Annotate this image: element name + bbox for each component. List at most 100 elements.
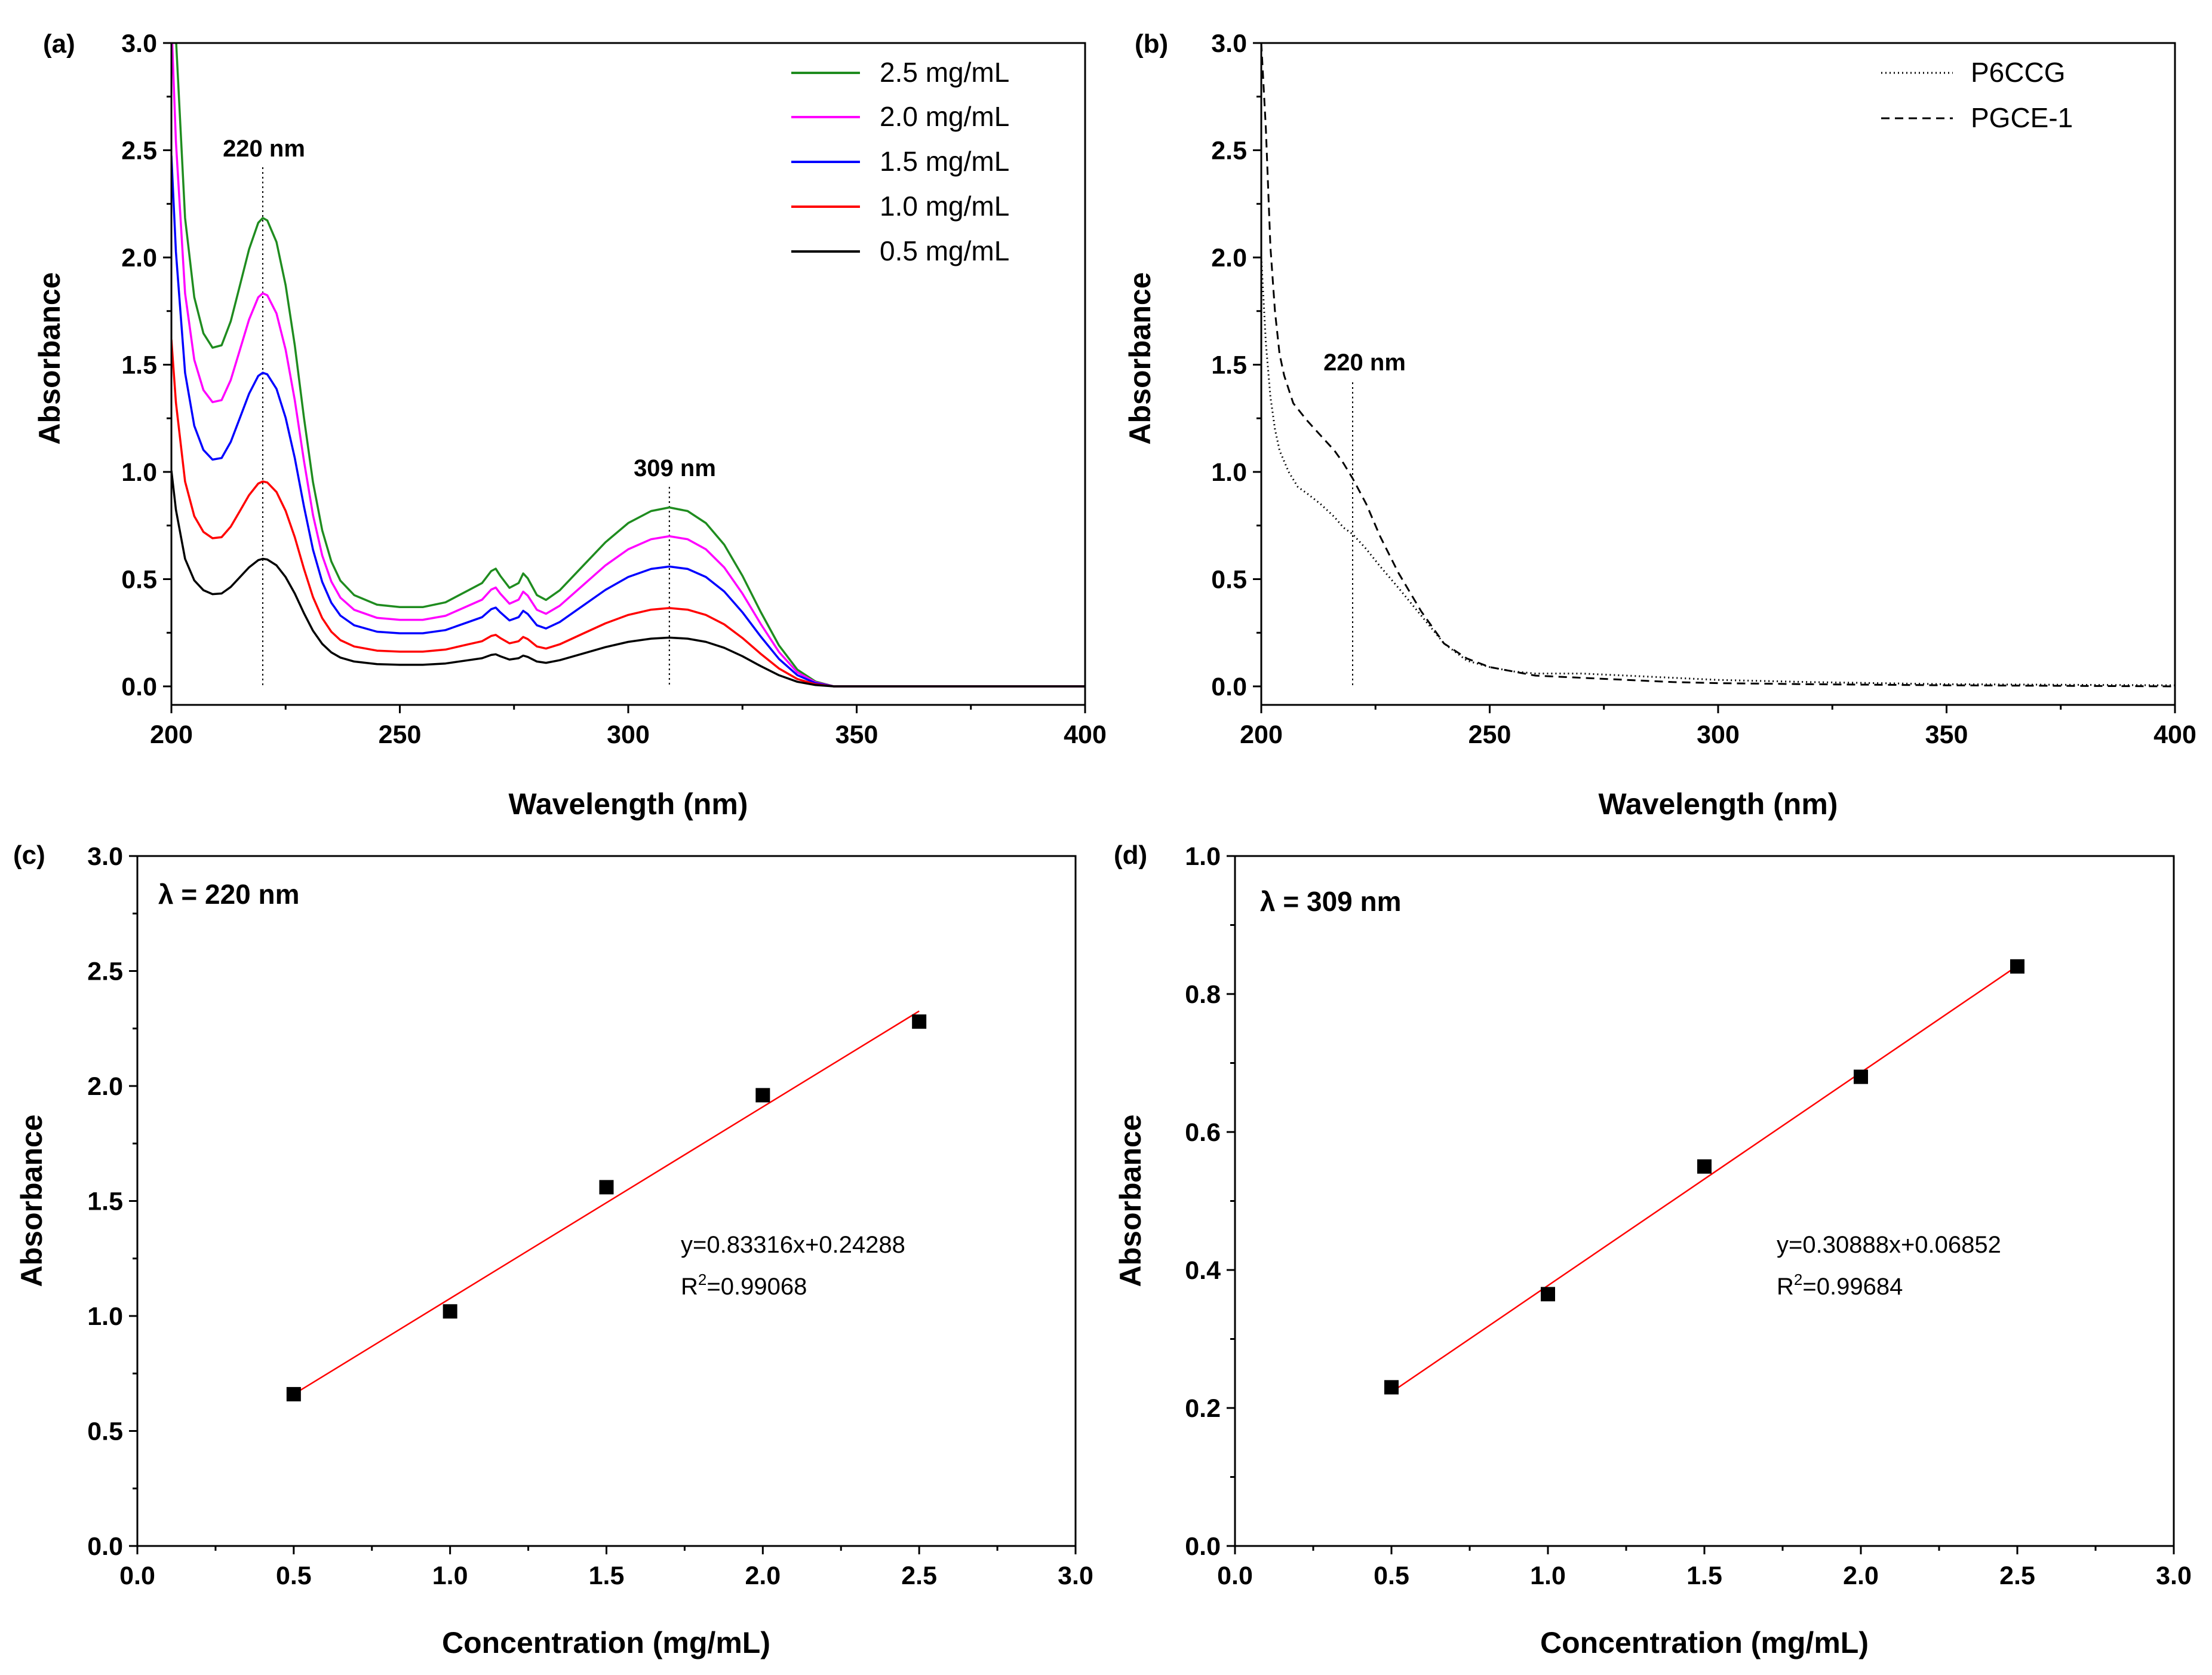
x-tick-label: 3.0 [2156,1562,2192,1590]
panel-d-y-ticks: 0.0 0.2 0.4 0.6 0.8 1.0 [1185,842,1235,1561]
x-tick-label: 2.0 [745,1562,781,1590]
x-tick-label: 350 [1925,720,1968,749]
spectrum-0-5 [171,470,1085,688]
panel-d-r-squared: R2=0.99684 [1777,1271,1903,1300]
legend-label-2-0: 2.0 mg/mL [880,101,1009,132]
panel-c-frame [136,855,1077,1547]
x-tick-label: 250 [379,720,422,749]
spectrum-1-5 [171,155,1085,688]
x-tick-label: 0.5 [1374,1562,1409,1590]
y-tick-label: 0.6 [1185,1118,1221,1147]
x-tick-label: 300 [607,720,650,749]
y-tick-label: 0.5 [87,1418,123,1446]
x-tick-label: 2.5 [1999,1562,2035,1590]
x-tick-label: 200 [1240,720,1283,749]
panel-d-plot-area [1384,959,2024,1395]
panel-a-x-axis-title: Wavelength (nm) [509,787,748,821]
legend-label-2-5: 2.5 mg/mL [880,57,1009,88]
data-point [1697,1159,1712,1174]
panel-c-label: (c) [13,840,45,870]
panel-c-lambda-label: λ = 220 nm [158,879,300,910]
x-tick-label: 0.0 [1217,1562,1253,1590]
data-point [286,1386,301,1401]
y-tick-label: 3.0 [1211,29,1247,58]
x-tick-label: 200 [150,720,193,749]
y-tick-label: 1.0 [121,458,157,487]
linear-fit-line [1391,965,2018,1393]
spectrum-pgce-1 [1261,43,2175,688]
data-point [755,1088,770,1103]
panel-c-x-axis-title: Concentration (mg/mL) [442,1626,770,1659]
panel-a-frame [170,42,1086,706]
y-tick-label: 2.5 [87,958,123,986]
y-tick-label: 1.5 [87,1188,123,1216]
panel-a: (a) 0.0 0.5 1.0 1.5 2.0 2.5 3.0 200 250 300 350 40… [33,29,1107,821]
y-tick-label: 0.0 [1185,1532,1221,1561]
spectrum-2-0 [171,43,1085,688]
panel-d-frame [1234,855,2175,1547]
panel-d-equation: y=0.30888x+0.06852 [1777,1232,2001,1258]
y-tick-label: 0.0 [121,673,157,701]
panel-b: (b) 0.0 0.5 1.0 1.5 2.0 2.5 3.0 200 250 300 350 40… [1123,29,2196,821]
y-tick-label: 0.5 [1211,566,1247,594]
panel-a-label: (a) [43,29,75,59]
x-tick-label: 300 [1697,720,1740,749]
panel-c-equation: y=0.83316x+0.24288 [681,1232,905,1258]
panel-c-x-ticks: 0.0 0.5 1.0 1.5 2.0 2.5 3.0 [119,1546,1093,1590]
y-tick-label: 2.5 [121,137,157,165]
legend-label-0-5: 0.5 mg/mL [880,235,1009,266]
x-tick-label: 1.0 [1530,1562,1566,1590]
y-tick-label: 2.0 [1211,244,1247,272]
panel-d-x-ticks: 0.0 0.5 1.0 1.5 2.0 2.5 3.0 [1217,1546,2192,1590]
x-tick-label: 250 [1468,720,1511,749]
panel-b-legend: P6CCG PGCE-1 [1881,57,2073,133]
data-point [599,1180,614,1195]
y-tick-label: 3.0 [87,842,123,871]
y-tick-label: 1.5 [1211,351,1247,380]
panel-c: (c) 0.0 0.5 1.0 1.5 2.0 2.5 3.0 0.0 0.5 1.0 1.5 2.… [13,840,1093,1659]
spectrum-p6ccg [1261,257,2175,686]
y-tick-label: 2.0 [121,244,157,272]
legend-label-pgce-1: PGCE-1 [1971,102,2073,133]
panel-a-legend: 2.5 mg/mL 2.0 mg/mL 1.5 mg/mL 1.0 mg/mL … [791,57,1009,266]
y-tick-label: 3.0 [121,29,157,58]
x-tick-label: 400 [2153,720,2196,749]
y-tick-label: 2.0 [87,1072,123,1101]
y-tick-label: 2.5 [1211,137,1247,165]
data-point [2010,959,2024,974]
panel-d-lambda-label: λ = 309 nm [1260,886,1402,917]
panel-b-peak-220-label: 220 nm [1323,349,1406,376]
panel-b-x-axis-title: Wavelength (nm) [1599,787,1838,821]
y-tick-label: 0.4 [1185,1256,1221,1285]
panel-b-label: (b) [1135,29,1168,59]
data-point [912,1014,927,1029]
x-tick-label: 3.0 [1058,1562,1093,1590]
panel-a-plot-area [171,43,1085,688]
spectrum-1-0 [171,339,1085,688]
panel-b-y-axis-title: Absorbance [1123,272,1157,445]
linear-fit-line [293,1010,920,1395]
x-tick-label: 1.0 [432,1562,468,1590]
y-tick-label: 0.2 [1185,1394,1221,1423]
x-tick-label: 0.0 [119,1562,155,1590]
panel-c-r-squared: R2=0.99068 [681,1271,807,1300]
panel-d: (d) 0.0 0.2 0.4 0.6 0.8 1.0 0.0 0.5 1.0 1.5 2.0 2.… [1114,840,2192,1659]
data-point [1854,1069,1868,1084]
x-tick-label: 1.5 [589,1562,625,1590]
data-point [443,1304,457,1319]
y-tick-label: 1.5 [121,351,157,380]
panel-b-x-ticks: 200 250 300 350 400 [1240,705,2196,749]
panel-a-peak-220-label: 220 nm [223,136,305,162]
y-tick-label: 1.0 [1185,842,1221,871]
y-tick-label: 0.0 [1211,673,1247,701]
panel-d-label: (d) [1114,840,1147,870]
data-point [1541,1287,1555,1302]
panel-a-x-ticks: 200 250 300 350 400 [150,705,1107,749]
panel-d-x-axis-title: Concentration (mg/mL) [1540,1626,1869,1659]
x-tick-label: 350 [835,720,878,749]
legend-label-1-0: 1.0 mg/mL [880,191,1009,222]
y-tick-label: 0.8 [1185,980,1221,1009]
data-point [1384,1380,1399,1395]
panel-c-plot-area [286,1010,927,1401]
